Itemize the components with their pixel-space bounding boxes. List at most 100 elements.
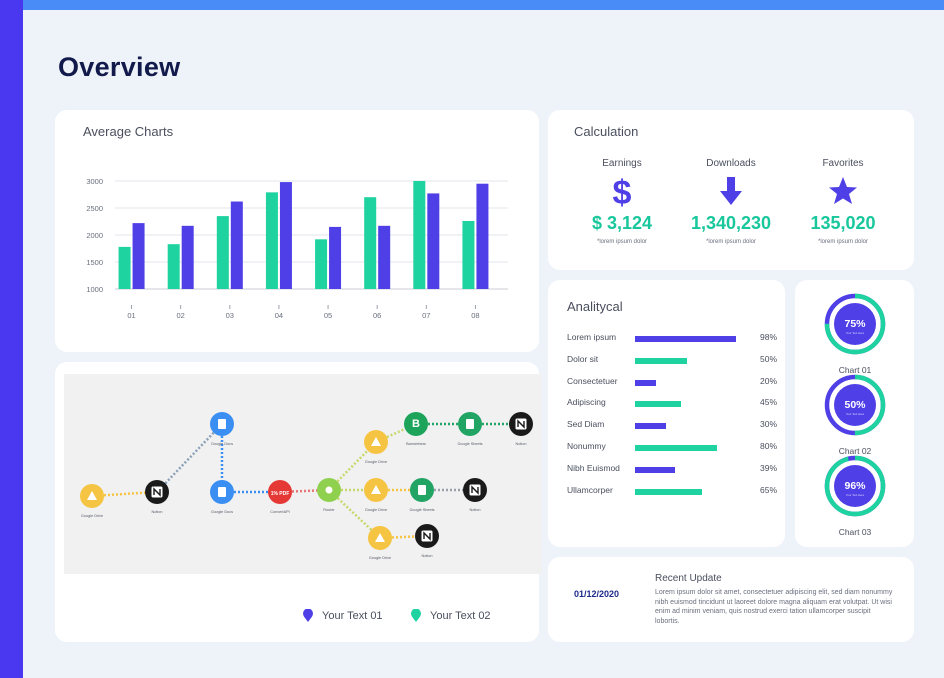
x-tick-label: 06 [373,311,381,320]
x-tick-label: 04 [275,311,283,320]
analytic-row: Consectetuer 20% [567,374,777,390]
analytic-label: Adipiscing [567,397,606,408]
star-icon [788,173,898,209]
donut-ring: 96%Your Text Here [824,455,886,517]
legend-label: Your Text 01 [322,609,383,622]
stat-downloads: Downloads 1,340,230 *lorem ipsum dolor [676,158,786,245]
recent-update-date: 01/12/2020 [574,589,620,599]
bar-series-2 [378,225,391,289]
bar-series-2 [427,193,440,289]
stat-sub: *lorem ipsum dolor [817,239,869,245]
workflow-node-bannerbear-icon[interactable]: B [404,412,428,436]
workflow-node-pdf-icon[interactable]: 1% PDF [268,480,292,504]
workflow-node-label: Google Drive [365,508,387,512]
donut-center [834,384,876,426]
workflow-node-label: ConvertAPI [270,510,289,514]
analytic-row: Ullamcorper 65% [567,483,777,499]
left-sidebar-strip [0,0,23,678]
bar-series-2 [279,182,292,289]
analytic-percent: 20% [759,375,777,386]
workflow-diagram: Google Drive Notion Google Docs Google Docs… [80,412,533,560]
workflow-node-router-icon[interactable] [317,478,341,502]
analytic-label: Nonummy [567,441,606,451]
recent-update-body: Lorem ipsum dolor sit amet, consectetuer… [655,589,893,625]
node-icon-text: 1% PDF [271,491,290,497]
workflow-node-notion-icon[interactable] [145,480,169,504]
workflow-node-label: Google Drive [81,514,103,518]
node-icon-text: B [412,418,420,430]
workflow-node-drive-icon[interactable] [364,430,388,454]
bar-series-1 [167,244,180,289]
donut-ring: 50%Your Text Here [824,374,886,436]
average-bar-chart: 3000 2500 2000 1500 1000 01 02 03 04 05 06 07 08 [86,177,508,320]
analytic-bar [635,357,687,364]
y-tick-label: 1500 [86,258,103,267]
analytic-bar [635,423,666,430]
donut-center [834,303,876,345]
bar-series-1 [413,181,426,289]
legend-item-02: Your Text 02 [411,609,491,622]
workflow-node-label: Google Sheets [409,508,434,512]
bar-series-1 [118,246,131,289]
map-pin-icon [303,609,313,622]
bar-series-2 [181,225,194,289]
legend-label: Your Text 02 [430,609,491,622]
workflow-node-notion-icon[interactable] [509,412,533,436]
workflow-node-docs-icon[interactable] [210,480,234,504]
workflow-node-docs-icon[interactable] [210,412,234,436]
analytic-row: Adipiscing 45% [567,395,777,411]
workflow-node-label: Notion [470,508,481,512]
arrow-down-icon [676,173,786,209]
analytic-label: Nibh Euismod [567,462,620,473]
workflow-card: Google Drive Notion Google Docs Google Docs… [55,362,542,642]
bar-series-1 [364,197,377,289]
donut-subtext: Your Text Here [846,331,865,335]
workflow-node-notion-icon[interactable] [463,478,487,502]
donut-center [834,465,876,507]
analytic-label: Lorem ipsum [567,332,617,342]
workflow-node-label: Notion [516,442,527,446]
donut-value: 96% [844,480,866,492]
workflow-node-notion-icon[interactable] [415,524,439,548]
workflow-connector [328,441,377,491]
donut-chart-3: 96% Your Text Here Chart 03 [823,454,887,537]
workflow-node-sheets-icon[interactable] [410,478,434,502]
legend-item-01: Your Text 01 [303,609,383,622]
analytic-percent: 98% [759,332,777,342]
analytic-label: Consectetuer [567,375,618,386]
stat-favorites: Favorites 135,020 *lorem ipsum dolor [788,158,898,245]
workflow-node-label: Google Docs [211,510,233,514]
workflow-node-drive-icon[interactable] [80,484,104,508]
stat-label: Favorites [822,158,864,169]
donut-ring: 75%Your Text Here [824,293,886,355]
workflow-node-sheets-icon[interactable] [458,412,482,436]
analytic-row: Lorem ipsum 98% [567,330,777,346]
donut-subtext: Your Text Here [846,412,865,416]
analitycal-title: Analitycal [567,299,623,314]
y-tick-label: 2000 [86,231,103,240]
bar-series-2 [132,223,145,289]
analytic-row: Dolor sit 50% [567,352,777,368]
average-charts-card: Average Charts 3000 2500 2000 1500 1000 01 02 0… [55,110,539,352]
workflow-connector [156,423,223,493]
analytic-row: Sed Diam 30% [567,417,777,433]
bar-series-1 [315,239,328,289]
donut-chart-2: 50% Your Text Here Chart 02 [823,373,887,456]
map-pin-icon [411,609,421,622]
recent-update-card: 01/12/2020 Recent Update Lorem ipsum dol… [548,557,914,642]
workflow-node-label: Google Docs [211,442,233,446]
workflow-node-label: Notion [152,510,163,514]
donut-subtext: Your Text Here [846,493,865,497]
workflow-node-label: Router [323,508,335,512]
x-tick-label: 08 [471,311,479,320]
workflow-node-drive-icon[interactable] [368,526,392,550]
donut-progress [824,293,886,355]
donut-label: Chart 03 [838,527,872,537]
analytic-row: Nonummy 80% [567,439,777,455]
calculation-card: Calculation Earnings $ $ 3,124 *lorem ip… [548,110,914,270]
analytic-label: Ullamcorper [567,484,613,495]
analytic-bar [635,466,676,473]
workflow-node-drive-icon[interactable] [364,478,388,502]
top-accent-bar [0,0,944,10]
y-tick-label: 1000 [86,285,103,294]
